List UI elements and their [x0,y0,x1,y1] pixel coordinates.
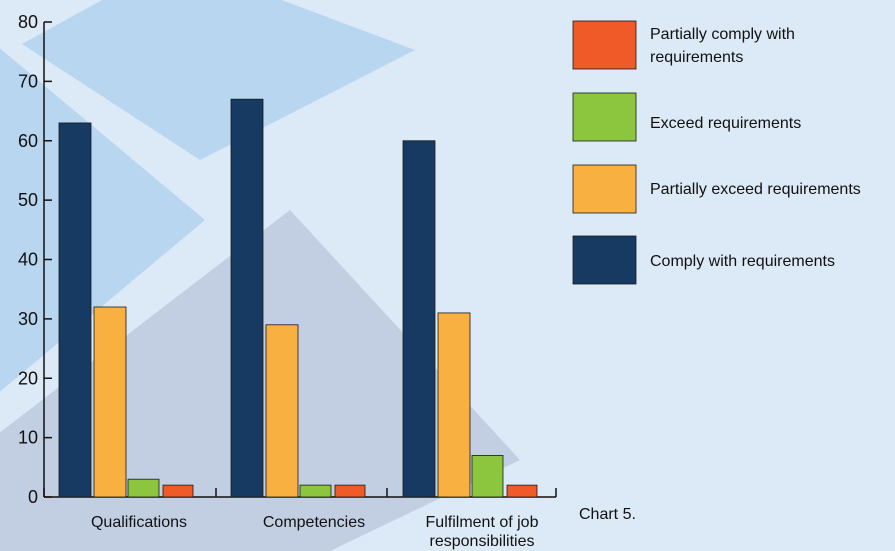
y-tick-label: 60 [18,131,38,151]
legend-swatch [572,92,637,142]
bar [162,484,194,498]
x-category-label: Competencies [263,514,365,531]
category-labels: Qualifications Competencies Fulfilment of … [91,514,539,550]
bar [230,98,264,498]
bar [127,478,160,498]
legend-label: Exceed requirements [650,115,801,132]
bar [506,484,538,498]
y-tick-label: 0 [28,487,38,507]
x-category-label: Fulfilment of job [426,514,539,531]
legend-label: Partially exceed requirements [650,181,861,198]
bar [265,324,299,498]
y-tick-label: 50 [18,190,38,210]
y-tick-label: 20 [18,368,38,388]
y-tick-label: 30 [18,309,38,329]
legend-label: Partially comply with [650,26,795,43]
bar-group [58,98,538,498]
x-category-label: responsibilities [430,533,535,550]
bar [93,306,127,498]
bar [471,455,504,498]
legend-label: requirements [650,49,743,66]
legend: Partially comply with requirements Exceed … [572,20,861,285]
legend-swatch [572,20,637,70]
legend-swatch [572,164,637,214]
legend-label: Comply with requirements [650,253,835,270]
bar [402,140,436,498]
bar [334,484,366,498]
y-tick-label: 70 [18,71,38,91]
bar [437,312,471,498]
bar [299,484,332,498]
decor-chevron-left [0,48,205,392]
bar [58,122,92,498]
y-tick-label: 80 [18,12,38,32]
decor-diamond-top [22,0,415,160]
y-tick-label: 10 [18,428,38,448]
y-tick-label: 40 [18,250,38,270]
chart-caption: Chart 5. [579,506,636,523]
legend-swatch [572,235,637,285]
x-category-label: Qualifications [91,514,187,531]
